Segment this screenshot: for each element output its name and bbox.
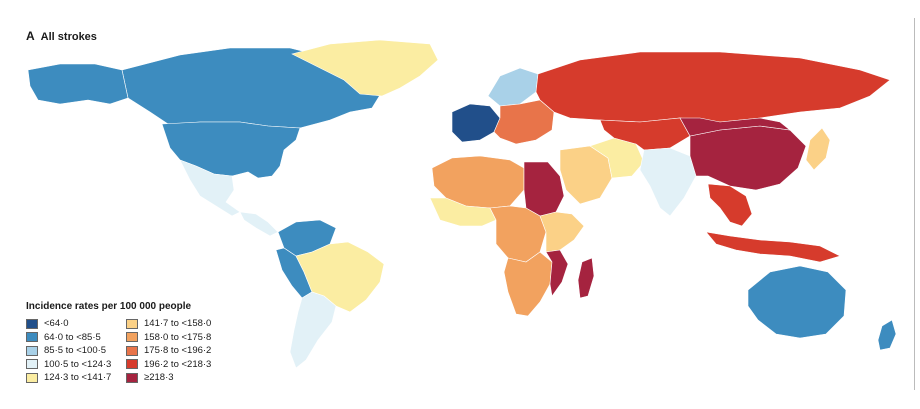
legend-swatch [126, 372, 138, 383]
region-scandinavia [487, 67, 539, 107]
legend-item: 158·0 to <175·8 [126, 331, 246, 345]
legend-label: 175·8 to <196·2 [144, 345, 212, 357]
legend-item: 175·8 to <196·2 [126, 344, 246, 358]
region-mongolia [679, 117, 792, 137]
legend-item: 141·7 to <158·0 [126, 317, 246, 331]
legend-swatch [26, 372, 38, 383]
region-greenland [291, 39, 439, 97]
legend-label: <64·0 [44, 318, 69, 330]
region-indonesia [705, 231, 841, 263]
region-japan-korea [805, 127, 831, 171]
legend-item: 100·5 to <124·3 [26, 358, 122, 372]
legend-items: <64·0 64·0 to <85·5 85·5 to <100·5 100·5 to… [26, 317, 266, 385]
legend-swatch [126, 318, 138, 329]
region-china [689, 125, 807, 191]
region-north-africa [431, 155, 525, 209]
region-india [639, 147, 697, 217]
region-southern-cone [289, 291, 337, 369]
legend-swatch [26, 345, 38, 356]
legend-title: Incidence rates per 100 000 people [26, 301, 192, 312]
region-central-america [239, 211, 279, 237]
region-canada [121, 47, 381, 129]
legend-swatch [126, 332, 138, 343]
region-mozambique [545, 249, 569, 297]
legend-item: 196·2 to <218·3 [126, 358, 246, 372]
region-southern-africa [503, 251, 553, 317]
region-australia [747, 265, 847, 339]
divider [914, 18, 915, 390]
legend-swatch [126, 345, 138, 356]
legend-swatch [126, 359, 138, 370]
legend-label: 158·0 to <175·8 [144, 331, 212, 343]
region-new-zealand [877, 319, 897, 351]
legend-label: 141·7 to <158·0 [144, 318, 212, 330]
region-east-africa [539, 211, 585, 253]
region-mexico [179, 159, 241, 217]
legend-label: 64·0 to <85·5 [44, 331, 101, 343]
panel-title-text: All strokes [40, 31, 97, 43]
panel-title: A All strokes [26, 29, 97, 43]
legend-label: 85·5 to <100·5 [44, 345, 107, 357]
region-egypt-sudan [523, 161, 565, 217]
region-western-europe [451, 103, 501, 143]
panel-letter: A [26, 29, 35, 43]
legend-label: ≥218·3 [144, 372, 174, 384]
legend-label: 124·3 to <141·7 [44, 372, 112, 384]
legend: Incidence rates per 100 000 people <64·0… [26, 301, 266, 385]
region-eastern-europe [493, 99, 555, 145]
legend-swatch [26, 318, 38, 329]
region-brazil [295, 241, 385, 313]
region-madagascar [577, 257, 595, 299]
legend-item: 64·0 to <85·5 [26, 331, 122, 345]
legend-item: 85·5 to <100·5 [26, 344, 122, 358]
region-alaska [27, 63, 129, 105]
legend-item: 124·3 to <141·7 [26, 371, 122, 385]
legend-label: 196·2 to <218·3 [144, 358, 212, 370]
legend-swatch [26, 332, 38, 343]
legend-label: 100·5 to <124·3 [44, 358, 112, 370]
region-russia [535, 51, 891, 123]
legend-item: ≥218·3 [126, 371, 246, 385]
legend-item: <64·0 [26, 317, 122, 331]
legend-swatch [26, 359, 38, 370]
region-usa [161, 121, 301, 179]
region-southeast-asia [707, 183, 753, 227]
